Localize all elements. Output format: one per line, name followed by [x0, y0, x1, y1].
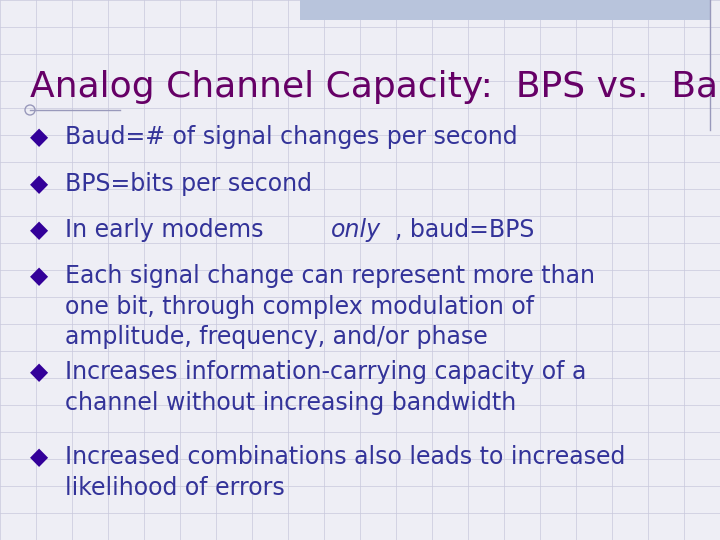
Text: Increased combinations also leads to increased
likelihood of errors: Increased combinations also leads to inc…: [65, 445, 626, 500]
Text: ◆: ◆: [30, 218, 48, 242]
Text: ◆: ◆: [30, 125, 48, 149]
Text: In early modems: In early modems: [65, 218, 271, 242]
Text: ◆: ◆: [30, 445, 48, 469]
Text: , baud=BPS: , baud=BPS: [395, 218, 535, 242]
Text: ◆: ◆: [30, 360, 48, 384]
Text: Each signal change can represent more than
one bit, through complex modulation o: Each signal change can represent more th…: [65, 264, 595, 349]
Text: Increases information-carrying capacity of a
channel without increasing bandwidt: Increases information-carrying capacity …: [65, 360, 586, 415]
Text: Baud=# of signal changes per second: Baud=# of signal changes per second: [65, 125, 518, 149]
Text: ◆: ◆: [30, 264, 48, 288]
Text: Analog Channel Capacity:  BPS vs.  Baud: Analog Channel Capacity: BPS vs. Baud: [30, 70, 720, 104]
Bar: [300, 0, 710, 20]
Text: BPS=bits per second: BPS=bits per second: [65, 172, 312, 196]
Text: ◆: ◆: [30, 172, 48, 196]
Text: only: only: [330, 218, 381, 242]
